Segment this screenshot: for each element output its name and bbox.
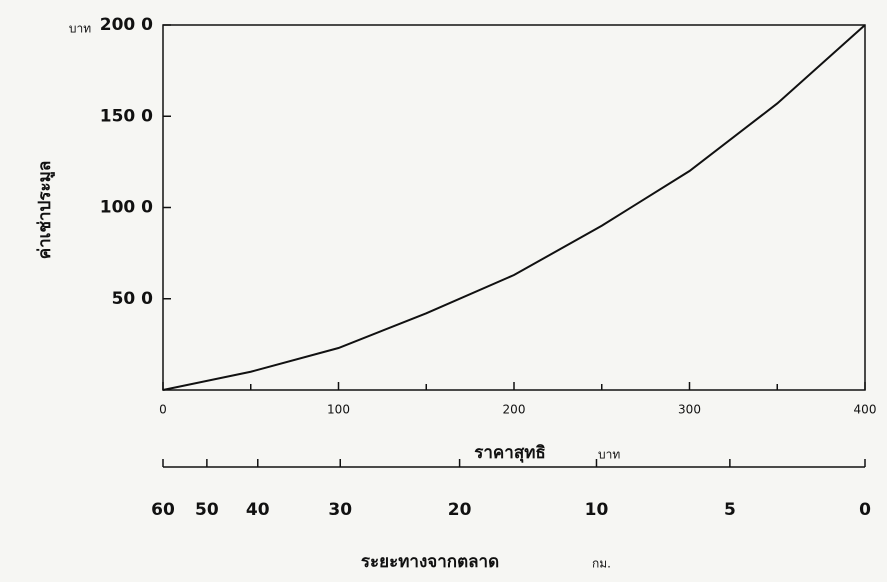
chart: ค่าเช่าประมูล บาท ราคาสุทธิ บาท ระยะทางจ…	[0, 0, 887, 582]
distance-tick-label: 40	[246, 500, 270, 520]
y-tick-label: 200 0	[100, 15, 153, 35]
x-tick-label: 400	[854, 403, 877, 417]
x-axis-title: ราคาสุทธิ	[474, 443, 546, 463]
y-axis-title: ค่าเช่าประมูล	[35, 161, 56, 260]
y-tick-label: 150 0	[100, 106, 153, 126]
y-axis-unit: บาท	[69, 22, 91, 36]
y-tick-label: 50 0	[112, 289, 154, 309]
x-tick-label: 300	[678, 403, 701, 417]
distance-axis-title: ระยะทางจากตลาด	[361, 552, 499, 572]
distance-tick-label: 30	[328, 500, 352, 520]
x-tick-label: 200	[503, 403, 526, 417]
page: ค่าเช่าประมูล บาท ราคาสุทธิ บาท ระยะทางจ…	[0, 0, 887, 582]
distance-tick-label: 20	[448, 500, 472, 520]
distance-tick-label: 60	[151, 500, 175, 520]
x-tick-label: 0	[159, 403, 167, 417]
distance-tick-label: 0	[859, 500, 871, 520]
x-tick-label: 100	[327, 403, 350, 417]
distance-tick-label: 10	[585, 500, 609, 520]
distance-axis-unit: กม.	[592, 557, 611, 571]
distance-tick-label: 5	[724, 500, 736, 520]
distance-tick-label: 50	[195, 500, 219, 520]
x-axis-unit: บาท	[598, 448, 620, 462]
y-tick-label: 100 0	[100, 198, 153, 218]
